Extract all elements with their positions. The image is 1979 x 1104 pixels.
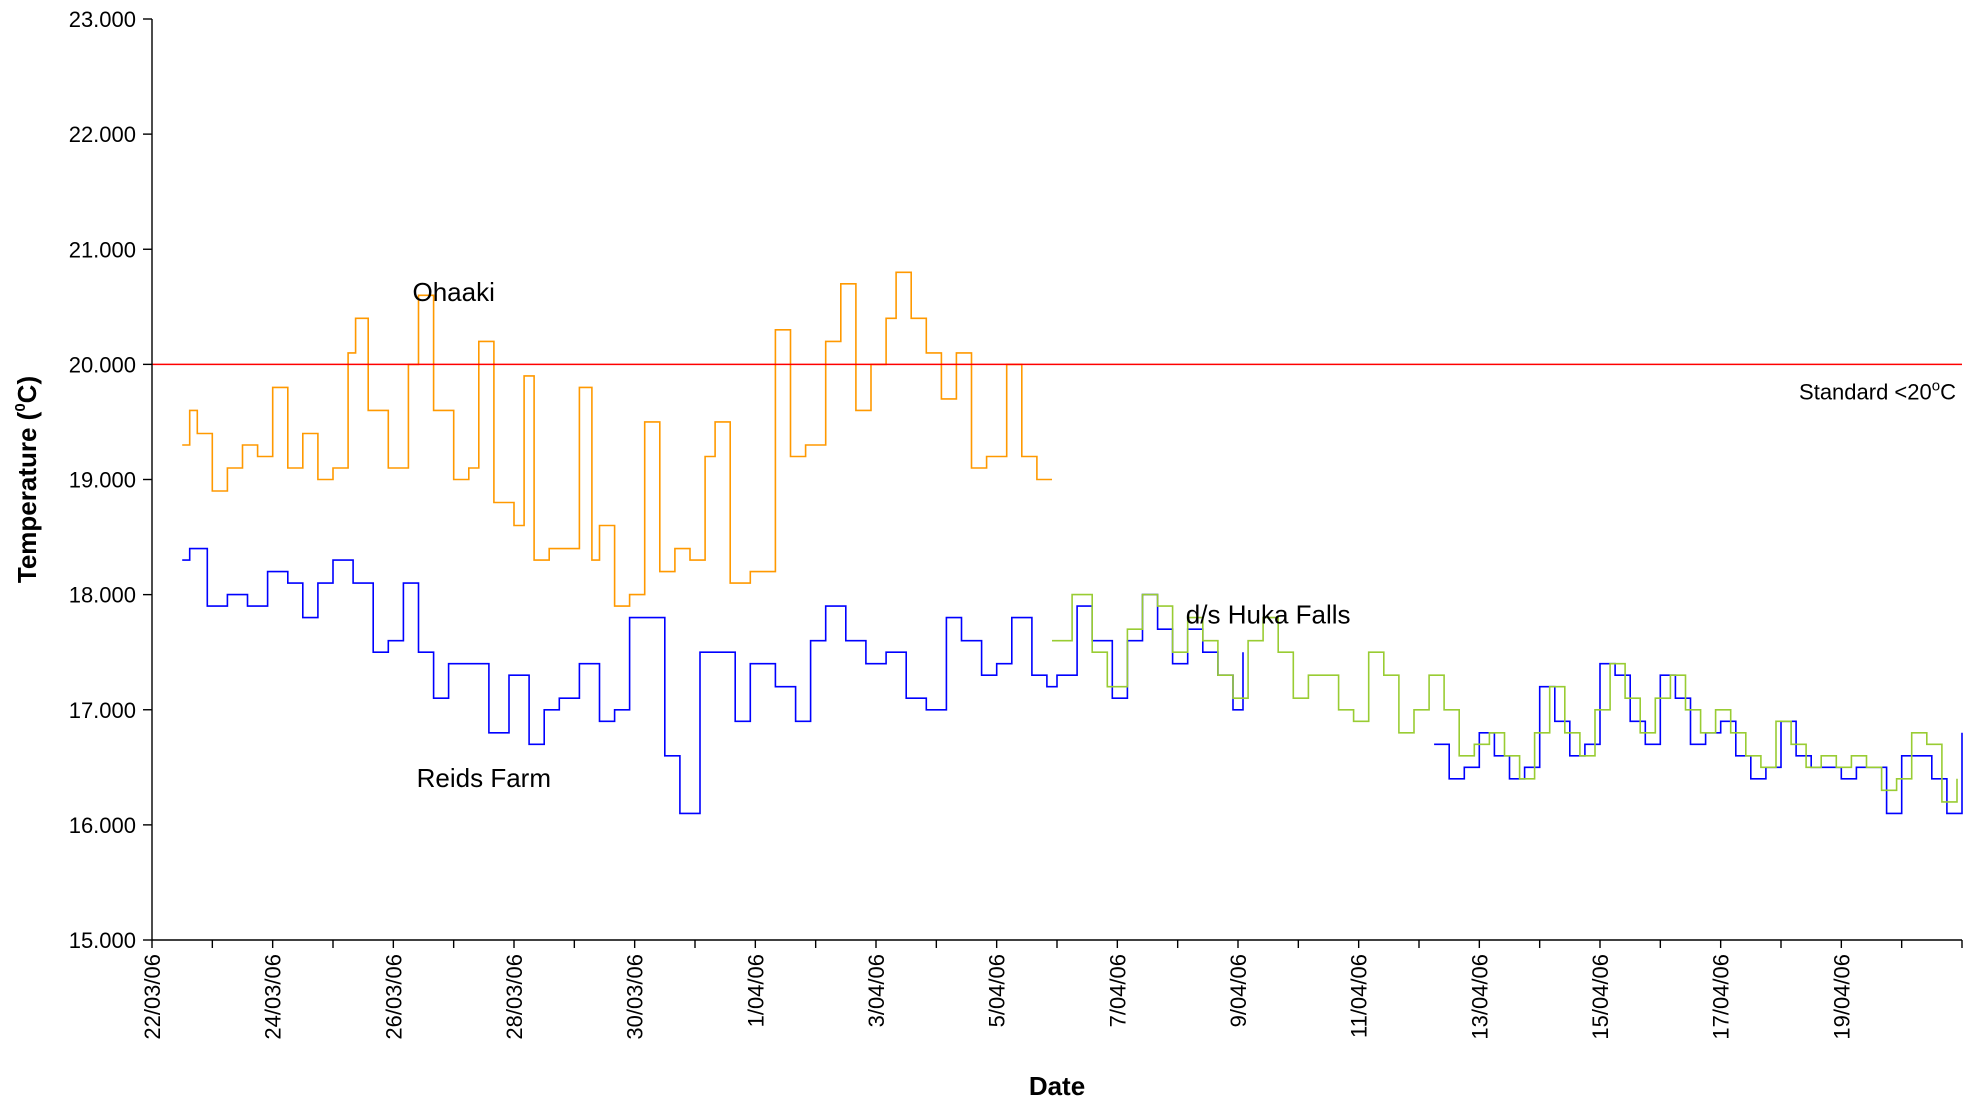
x-tick-label: 3/04/06 <box>864 954 889 1027</box>
x-tick-label: 9/04/06 <box>1226 954 1251 1027</box>
series-annotation: Reids Farm <box>417 763 551 793</box>
series-line-3 <box>1052 593 1958 803</box>
series-annotation: Ohaaki <box>412 277 494 307</box>
standard-label-sup: o <box>1932 377 1940 394</box>
y-axis-title-prefix: Temperature ( <box>12 411 42 583</box>
x-tick-label: 7/04/06 <box>1105 954 1130 1027</box>
y-tick-label: 15.000 <box>69 928 136 953</box>
y-tick-label: 20.000 <box>69 352 136 377</box>
y-tick-label: 16.000 <box>69 813 136 838</box>
standard-label-prefix: Standard <20 <box>1799 379 1932 404</box>
standard-label: Standard <20oC <box>1799 377 1956 404</box>
x-tick-label: 15/04/06 <box>1588 954 1613 1040</box>
y-tick-label: 18.000 <box>69 583 136 608</box>
standard-label-suffix: C <box>1940 379 1956 404</box>
x-tick-label: 5/04/06 <box>985 954 1010 1027</box>
series-annotation: d/s Huka Falls <box>1186 599 1351 629</box>
x-tick-label: 11/04/06 <box>1347 954 1372 1038</box>
axes-layer <box>143 18 1963 948</box>
x-tick-label: 28/03/06 <box>502 954 527 1040</box>
series-layer <box>182 271 1963 815</box>
x-tick-label: 26/03/06 <box>381 954 406 1040</box>
y-axis-title: Temperature (0C) <box>12 376 42 583</box>
x-tick-label: 19/04/06 <box>1829 954 1854 1040</box>
x-axis-title: Date <box>1029 1071 1085 1101</box>
x-tick-label: 13/04/06 <box>1467 954 1492 1040</box>
y-tick-label: 21.000 <box>69 237 136 262</box>
series-line-1 <box>182 271 1052 607</box>
y-axis-title-sup: 0 <box>12 403 29 411</box>
y-tick-label: 23.000 <box>69 7 136 32</box>
x-tick-label: 17/04/06 <box>1709 954 1734 1040</box>
y-tick-label: 22.000 <box>69 122 136 147</box>
x-tick-label: 30/03/06 <box>623 954 648 1040</box>
y-axis-title-suffix: C) <box>12 376 42 403</box>
x-tick-label: 22/03/06 <box>140 954 165 1040</box>
labels-layer: 15.000 16.000 17.000 18.000 19.000 20.000 21.0… <box>69 7 1855 1040</box>
y-tick-label: 17.000 <box>69 698 136 723</box>
y-tick-label: 19.000 <box>69 468 136 493</box>
x-tick-label: 1/04/06 <box>743 954 768 1027</box>
x-tick-label: 24/03/06 <box>261 954 286 1040</box>
